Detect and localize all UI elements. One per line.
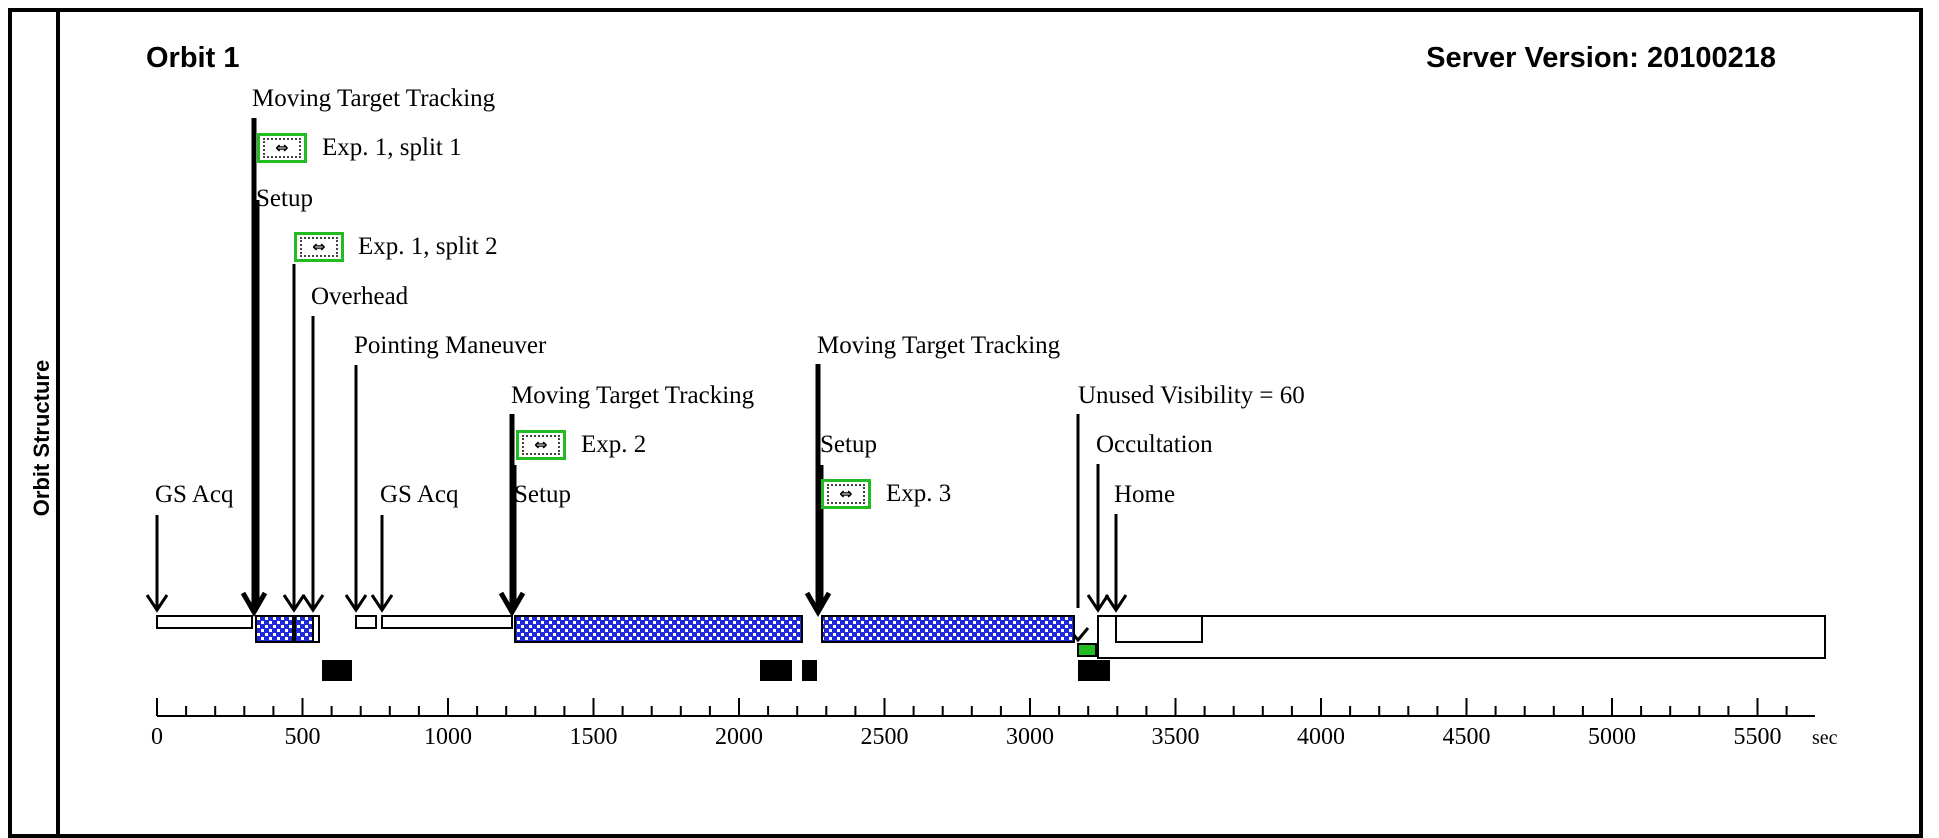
pointer-lines xyxy=(155,118,1118,608)
gs-acq-bar-2 xyxy=(381,615,513,629)
label-occultation: Occultation xyxy=(1096,431,1213,458)
expand-button-exp3[interactable]: ⇔ xyxy=(821,479,871,509)
time-axis xyxy=(156,698,1815,717)
orbit-title: Orbit 1 xyxy=(146,42,240,74)
axis-tick-label: 2500 xyxy=(861,724,909,750)
label-exp1-split1: Exp. 1, split 1 xyxy=(322,134,462,161)
expand-icon: ⇔ xyxy=(522,435,560,455)
label-gs-acq-1: GS Acq xyxy=(155,481,234,508)
label-moving-target-1: Moving Target Tracking xyxy=(252,85,496,112)
label-setup-1: Setup xyxy=(256,185,313,212)
expand-icon: ⇔ xyxy=(827,484,865,504)
expand-icon: ⇔ xyxy=(263,138,301,158)
axis-tick-label: 1500 xyxy=(570,724,618,750)
label-home: Home xyxy=(1114,481,1176,508)
exp1-split2-bar xyxy=(294,615,314,643)
exp3-bar xyxy=(821,615,1075,643)
overhead-bar xyxy=(312,615,320,643)
axis-unit-label: sec xyxy=(1812,727,1838,749)
label-unused-visibility: Unused Visibility = 60 xyxy=(1078,382,1305,409)
label-exp1-split2: Exp. 1, split 2 xyxy=(358,233,498,260)
axis-tick-label: 5500 xyxy=(1734,724,1782,750)
label-moving-target-2: Moving Target Tracking xyxy=(511,382,755,409)
axis-tick-label: 1000 xyxy=(424,724,472,750)
label-gs-acq-2: GS Acq xyxy=(380,481,459,508)
label-pointing-maneuver: Pointing Maneuver xyxy=(354,332,547,359)
pointing-bar xyxy=(355,615,377,629)
label-setup-3: Setup xyxy=(820,431,877,458)
timeline-bars xyxy=(156,615,1826,659)
black-blocks xyxy=(322,660,1110,681)
label-exp3: Exp. 3 xyxy=(886,480,952,507)
expand-button-exp1-split2[interactable]: ⇔ xyxy=(294,232,344,262)
label-setup-2: Setup xyxy=(514,481,571,508)
unused-visibility-bar xyxy=(1077,643,1097,657)
side-panel: Orbit Structure xyxy=(8,8,60,838)
server-version: Server Version: 20100218 xyxy=(1426,42,1776,74)
exp2-bar xyxy=(514,615,803,643)
axis-tick-label: 4500 xyxy=(1443,724,1491,750)
axis-tick-labels: 0 500 1000 1500 2000 2500 3000 3500 4000 4500 5000… xyxy=(151,724,1838,750)
axis-tick-label: 3000 xyxy=(1006,724,1054,750)
label-overhead: Overhead xyxy=(311,283,409,310)
axis-tick-label: 3500 xyxy=(1152,724,1200,750)
label-exp2: Exp. 2 xyxy=(581,431,647,458)
axis-tick-label: 5000 xyxy=(1588,724,1636,750)
axis-tick-label: 0 xyxy=(151,724,163,750)
expand-icon: ⇔ xyxy=(300,237,338,257)
axis-tick-label: 2000 xyxy=(715,724,763,750)
home-bar xyxy=(1097,615,1826,659)
gs-acq-bar xyxy=(156,615,253,629)
expand-button-exp2[interactable]: ⇔ xyxy=(516,430,566,460)
label-moving-target-3: Moving Target Tracking xyxy=(817,332,1061,359)
axis-tick-label: 500 xyxy=(285,724,321,750)
timeline-diagram: 0 500 1000 1500 2000 2500 3000 3500 4000 4500 5000… xyxy=(145,118,1838,750)
expand-button-exp1-split1[interactable]: ⇔ xyxy=(257,133,307,163)
axis-tick-label: 4000 xyxy=(1297,724,1345,750)
arrow-heads xyxy=(145,591,1128,643)
exp1-split1-bar xyxy=(255,615,294,643)
home-inner-bar xyxy=(1115,615,1203,643)
